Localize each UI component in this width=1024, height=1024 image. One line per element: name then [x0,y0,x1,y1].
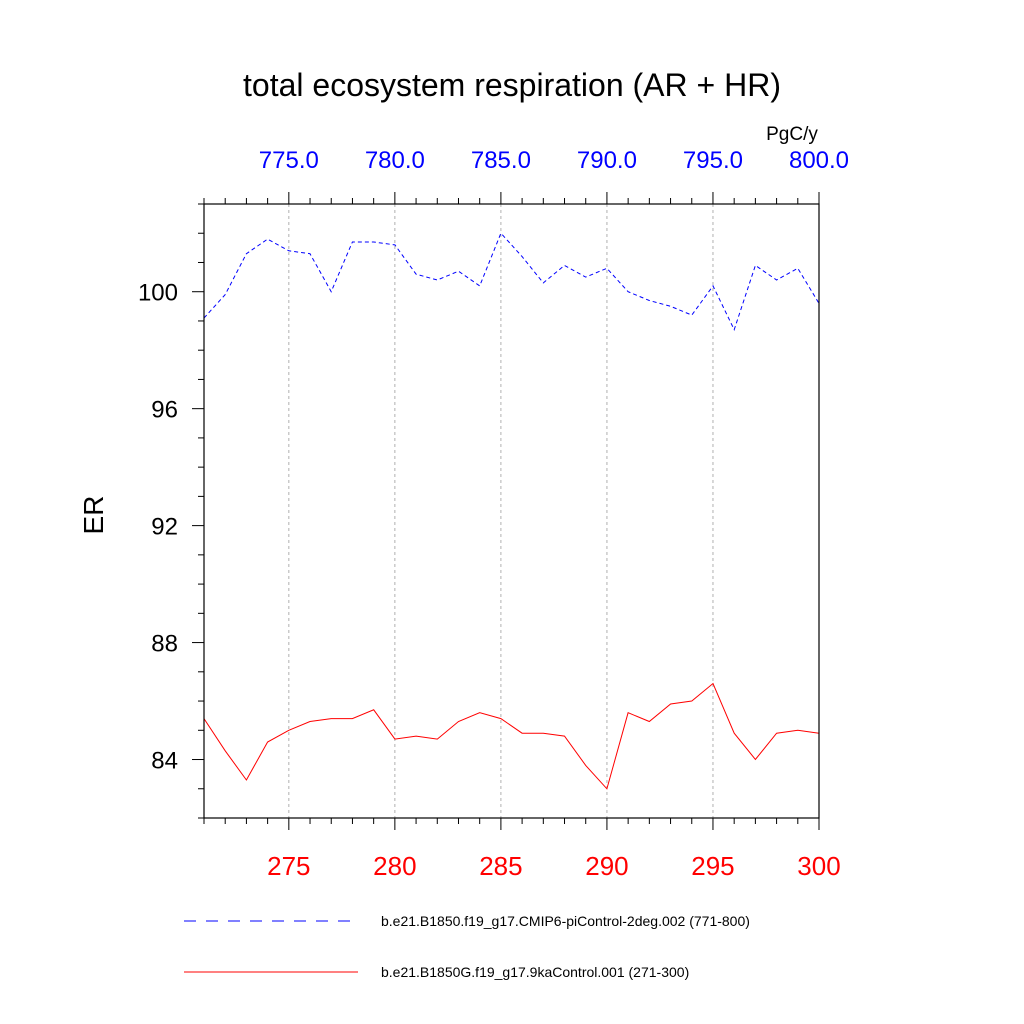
y-tick-labels: 84 88 92 96 100 [138,280,178,775]
y-axis-label: ER [78,496,109,535]
y-tick-label-96: 96 [151,397,178,424]
series-line-1 [203,682,820,790]
top-tick-label-795: 795.0 [683,147,743,174]
grid-lines [288,204,714,818]
chart-title: total ecosystem respiration (AR + HR) [243,67,781,103]
units-label: PgC/y [766,124,818,145]
axis-ticks [192,192,820,830]
y-tick-label-92: 92 [151,514,178,541]
top-tick-label-800: 800.0 [789,147,849,174]
top-tick-label-785: 785.0 [471,147,531,174]
legend: b.e21.B1850.f19_g17.CMIP6-piControl-2deg… [184,913,750,980]
bottom-tick-label-280: 280 [373,851,416,881]
bottom-tick-label-275: 275 [267,851,310,881]
legend-label-piControl: b.e21.B1850.f19_g17.CMIP6-piControl-2deg… [381,913,750,929]
top-axis-tick-labels: 775.0 780.0 785.0 790.0 795.0 800.0 [259,147,849,174]
bottom-axis-tick-labels: 275 280 285 290 295 300 [267,851,841,881]
series-line-0 [203,232,820,332]
bottom-tick-label-290: 290 [585,851,628,881]
bottom-tick-label-285: 285 [479,851,522,881]
bottom-tick-label-300: 300 [797,851,840,881]
bottom-tick-label-295: 295 [691,851,734,881]
y-tick-label-88: 88 [151,631,178,658]
top-tick-label-775: 775.0 [259,147,319,174]
top-tick-label-790: 790.0 [577,147,637,174]
y-tick-label-100: 100 [138,280,178,307]
plot-lines [203,232,820,790]
legend-label-9kaControl: b.e21.B1850G.f19_g17.9kaControl.001 (271… [381,964,689,980]
y-tick-label-84: 84 [151,748,178,775]
top-tick-label-780: 780.0 [365,147,425,174]
plot-frame [203,203,820,819]
